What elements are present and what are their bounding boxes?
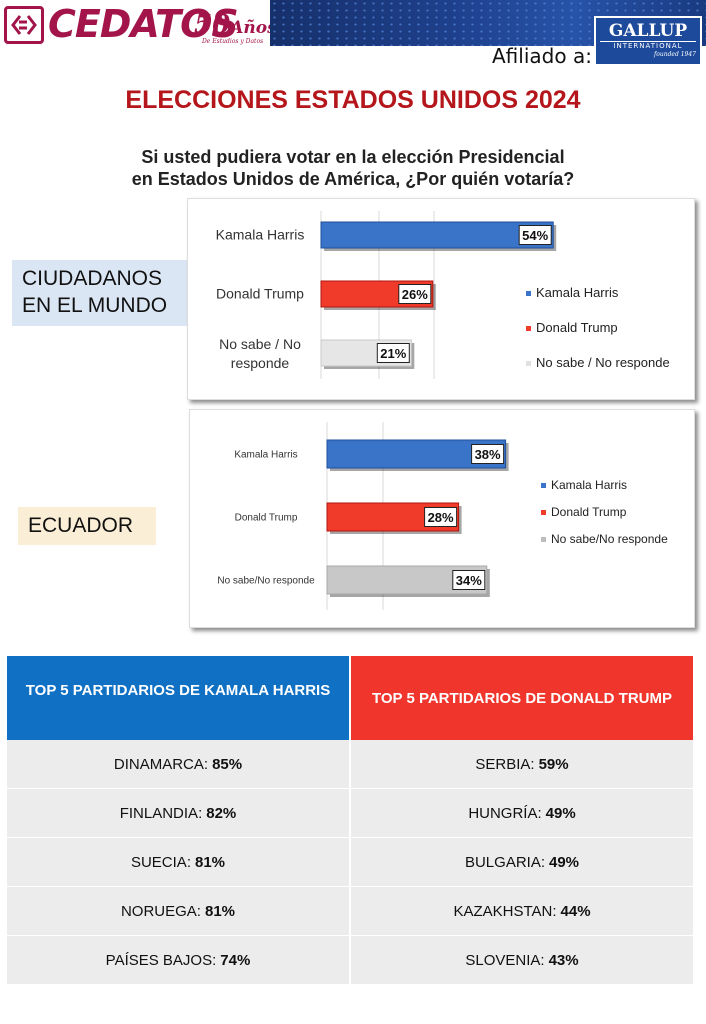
data-label: 54% xyxy=(522,228,548,243)
logo-tagline: De Estudios y Datos xyxy=(202,38,264,45)
category-label: No sabe/No responde xyxy=(217,575,315,586)
country-name: BULGARIA: xyxy=(464,853,545,871)
harris-table-row: SUECIA: 81% xyxy=(7,838,349,886)
ecuador-chart-panel: 38% Kamala Harris Kamala Harris 28% Donald T… xyxy=(189,409,695,628)
trump-table-row: HUNGRÍA: 49% xyxy=(351,789,693,837)
data-label: 26% xyxy=(402,287,428,302)
legend-label: Donald Trump xyxy=(536,320,618,335)
harris-table-row: FINLANDIA: 82% xyxy=(7,789,349,837)
harris-table-row: DINAMARCA: 85% xyxy=(7,740,349,788)
trump-table-row: SLOVENIA: 43% xyxy=(351,936,693,984)
country-name: DINAMARCA: xyxy=(113,755,209,773)
country-percentage: 74% xyxy=(220,951,251,969)
legend-swatch xyxy=(541,537,546,542)
world-bar-chart: 54% Kamala Harris Kamala Harris 26% Donald T… xyxy=(216,211,670,379)
category-label: Donald Trump xyxy=(235,512,298,523)
data-label: 21% xyxy=(380,346,406,361)
category-label: Kamala Harris xyxy=(216,227,305,243)
country-percentage: 44% xyxy=(560,902,591,920)
country-name: NORUEGA: xyxy=(120,902,201,920)
cedatos-logo-mark xyxy=(4,6,44,44)
data-label: 34% xyxy=(456,573,482,588)
country-percentage: 43% xyxy=(548,951,579,969)
legend-label: No sabe / No responde xyxy=(536,355,670,370)
gallup-logo: GALLUP INTERNATIONAL founded 1947 xyxy=(594,16,702,66)
country-name: HUNGRÍA: xyxy=(468,804,542,822)
legend-swatch xyxy=(541,483,546,488)
world-chart-panel: 54% Kamala Harris Kamala Harris 26% Donald T… xyxy=(187,198,695,400)
country-name: SERBIA: xyxy=(475,755,535,773)
category-label: Kamala Harris xyxy=(234,449,297,460)
trump-table-row: SERBIA: 59% xyxy=(351,740,693,788)
harris-table-row: PAÍSES BAJOS: 74% xyxy=(7,936,349,984)
bar-harris xyxy=(320,221,554,249)
cedatos-emblem-icon xyxy=(11,15,37,35)
country-name: PAÍSES BAJOS: xyxy=(105,951,217,969)
country-percentage: 81% xyxy=(194,853,226,871)
country-name: FINLANDIA: xyxy=(119,804,203,822)
data-label-box xyxy=(424,507,458,527)
legend-swatch xyxy=(541,510,546,515)
harris-table-header: TOP 5 PARTIDARIOS DE KAMALA HARRIS xyxy=(7,656,349,740)
survey-question: Si usted pudiera votar en la elección Pr… xyxy=(131,147,575,189)
ecuador-bar-chart: 38% Kamala Harris Kamala Harris 28% Donald T… xyxy=(217,422,668,610)
harris-top5-table: TOP 5 PARTIDARIOS DE KAMALA HARRIS DINAM… xyxy=(7,656,349,985)
harris-table-row: NORUEGA: 81% xyxy=(7,887,349,935)
legend-swatch xyxy=(526,361,531,366)
legend-label: Donald Trump xyxy=(551,505,627,519)
data-label-box xyxy=(518,225,552,245)
country-percentage: 82% xyxy=(206,804,237,822)
trump-table-row: BULGARIA: 49% xyxy=(351,838,693,886)
data-label: 38% xyxy=(475,447,501,462)
data-label: 28% xyxy=(428,510,454,525)
trump-table-header: TOP 5 PARTIDARIOS DE DONALD TRUMP xyxy=(351,656,693,740)
ecuador-region-label: ECUADOR xyxy=(18,507,156,545)
country-percentage: 49% xyxy=(545,804,576,822)
country-percentage: 85% xyxy=(212,755,243,773)
country-name: KAZAKHSTAN: xyxy=(453,902,557,920)
legend-label: Kamala Harris xyxy=(551,478,627,492)
category-label: No sabe / No responde xyxy=(219,336,301,371)
country-percentage: 59% xyxy=(538,755,569,773)
data-label-box xyxy=(376,343,410,363)
trump-top5-table: TOP 5 PARTIDARIOS DE DONALD TRUMP SERBIA… xyxy=(351,656,693,985)
affiliate-label: Afiliado a: xyxy=(492,44,592,68)
page-title: ELECCIONES ESTADOS UNIDOS 2024 xyxy=(125,86,581,114)
cedatos-logo-text: CEDATOS xyxy=(48,2,239,46)
logo-years: 50Años xyxy=(194,10,277,40)
data-label-box xyxy=(471,444,505,464)
legend-swatch xyxy=(526,326,531,331)
legend-label: Kamala Harris xyxy=(536,285,619,300)
data-label-box xyxy=(398,284,432,304)
trump-table-row: KAZAKHSTAN: 44% xyxy=(351,887,693,935)
country-name: SLOVENIA: xyxy=(465,951,545,969)
country-name: SUECIA: xyxy=(130,853,191,871)
legend-label: No sabe/No responde xyxy=(551,532,668,546)
world-region-label: CIUDADANOS EN EL MUNDO xyxy=(12,260,188,326)
country-percentage: 49% xyxy=(549,853,580,871)
country-percentage: 81% xyxy=(204,902,236,920)
legend-swatch xyxy=(526,291,531,296)
data-label-box xyxy=(452,570,486,590)
category-label: Donald Trump xyxy=(216,286,304,302)
